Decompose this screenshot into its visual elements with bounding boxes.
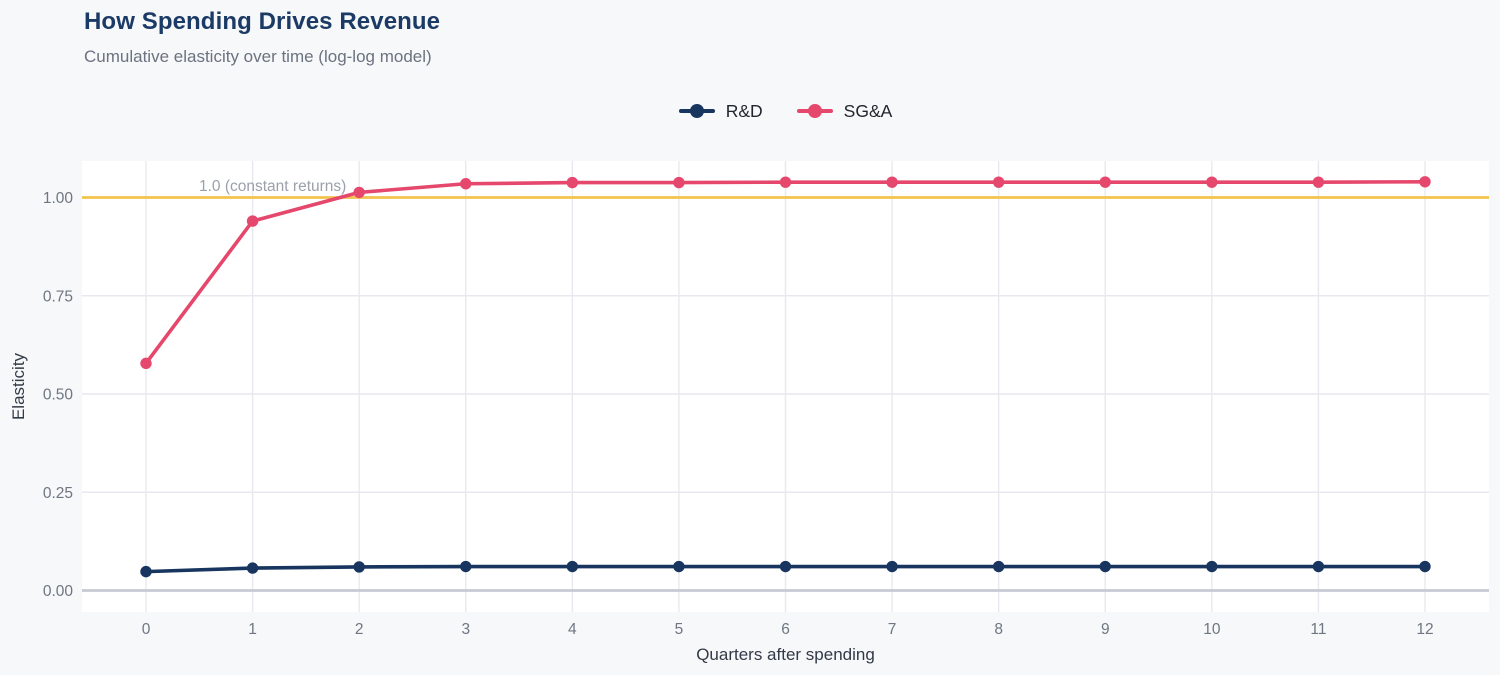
sg-a-point [673,176,685,189]
x-tick-label: 0 [142,621,151,638]
chart-subtitle: Cumulative elasticity over time (log-log… [84,47,432,66]
sg-a-point [1312,176,1325,188]
legend-series-marker-icon [678,104,715,118]
y-tick-label: 0.75 [43,288,73,305]
r-d-point [779,560,792,573]
legend-label: SG&A [843,100,893,121]
y-tick-label: 0.50 [43,387,74,404]
sg-a-point [779,176,792,188]
r-d-point [673,560,685,573]
sg-a-point [140,357,152,370]
legend-label: R&D [725,100,763,121]
r-d-point [566,560,579,573]
x-tick-label: 8 [994,621,1003,638]
x-tick-label: 3 [461,621,470,638]
sg-a-point [886,176,898,188]
sg-a-point [566,176,579,189]
r-d-point [1206,560,1218,573]
x-tick-label: 10 [1203,621,1221,638]
y-tick-label: 0.25 [43,485,73,502]
x-tick-label: 6 [781,621,790,638]
x-tick-label: 12 [1416,621,1433,638]
y-axis-title: Elasticity [9,352,28,420]
y-tick-label: 1.00 [43,190,74,207]
r-d-point [246,562,259,574]
x-tick-label: 1 [248,621,257,638]
legend: R&D SG&A [82,96,1489,126]
r-d-point [460,560,472,573]
x-tick-label: 11 [1310,621,1326,638]
x-tick-label: 4 [568,621,577,638]
r-d-point [353,561,365,573]
y-tick-label: 0.00 [43,583,74,600]
r-d-point [1312,560,1325,573]
sg-a-point [992,176,1005,188]
sg-a-point [1206,176,1218,188]
sg-a-point [460,178,472,190]
legend-item-r-d: R&D [678,100,763,122]
sg-a-point [246,215,259,227]
x-tick-label: 7 [888,621,897,638]
legend-series-marker-icon [796,104,833,118]
r-d-point [140,565,152,578]
r-d-point [1099,560,1111,573]
r-d-point [1419,560,1431,573]
x-tick-label: 9 [1101,621,1110,638]
sg-a-point [1419,176,1431,188]
sg-a-point [353,186,365,199]
x-tick-label: 5 [675,621,684,638]
page-title: How Spending Drives Revenue [84,8,441,35]
x-tick-label: 2 [355,621,364,638]
legend-item-sg-a: SG&A [796,100,893,122]
x-axis-title: Quarters after spending [696,645,875,664]
r-d-point [886,560,898,573]
reference-line-label: 1.0 (constant returns) [199,178,346,195]
sg-a-point [1099,176,1111,188]
r-d-point [992,560,1005,573]
